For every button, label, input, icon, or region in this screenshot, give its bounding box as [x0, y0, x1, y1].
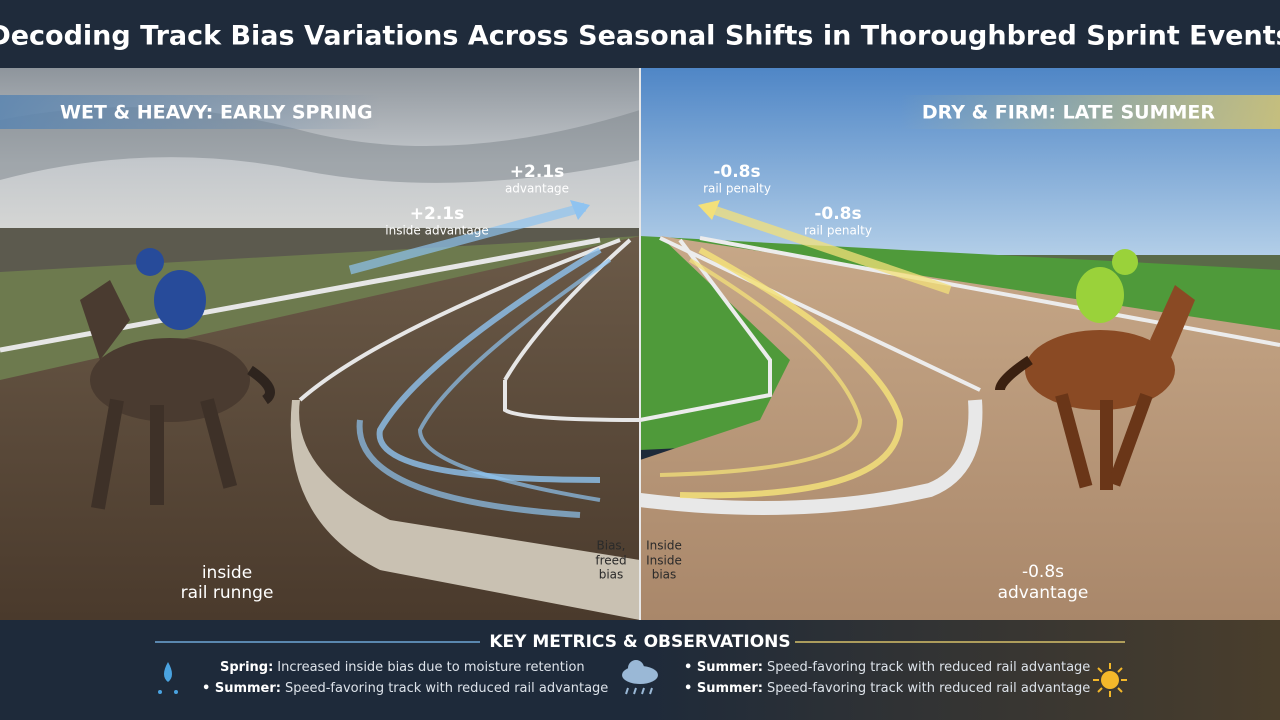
footer-note: Spring: Increased inside bias due to mois…	[220, 660, 585, 675]
rail-wall	[639, 399, 983, 515]
page-title: Decoding Track Bias Variations Across Se…	[0, 21, 1280, 52]
summer-scene	[639, 68, 1280, 620]
note-caption: Inside	[646, 554, 682, 568]
note-text: Speed-favoring track with reduced rail a…	[767, 681, 1090, 696]
footer-note: • Summer: Speed-favoring track with reduc…	[202, 681, 608, 696]
arrow	[703, 202, 952, 295]
label-banner	[0, 95, 380, 129]
cloud-icon	[622, 660, 658, 695]
note-caption: Inside	[646, 539, 682, 553]
note-term: • Summer:	[684, 660, 763, 675]
note-caption: Bias,	[597, 539, 626, 553]
note-text: Speed-favoring track with reduced rail a…	[767, 660, 1090, 675]
panel-label: DRY & FIRM: LATE SUMMER	[922, 102, 1216, 124]
note-caption: rail penalty	[703, 182, 771, 196]
drop-icon	[174, 690, 178, 694]
arrow-head	[698, 200, 720, 220]
inner-rail	[639, 238, 772, 422]
note-term: • Summer:	[202, 681, 281, 696]
note-caption: inside advantage	[385, 224, 488, 238]
note-term: • Summer:	[684, 681, 763, 696]
note-caption: freed	[595, 554, 626, 568]
arrow	[659, 258, 863, 477]
arrow	[679, 247, 904, 499]
note-caption: rail runnge	[181, 583, 274, 603]
spring-scene	[0, 68, 641, 620]
horse	[80, 248, 275, 510]
note-term: Spring:	[220, 660, 273, 675]
arrow	[356, 419, 581, 518]
note-caption: advantage	[998, 583, 1089, 603]
arrow	[348, 202, 587, 275]
footer	[0, 620, 640, 720]
title-bar	[0, 0, 1280, 68]
note-caption: advantage	[505, 182, 569, 196]
arrow	[376, 247, 602, 483]
arrow-head	[570, 200, 590, 220]
annotations: +2.1s advantage +2.1s inside advantage i…	[181, 162, 1089, 603]
footer-title: KEY METRICS & OBSERVATIONS	[489, 632, 790, 652]
note-value: -0.8s	[713, 162, 760, 182]
label-banner	[900, 95, 1280, 129]
note-value: -0.8s	[1022, 562, 1064, 582]
arrow	[417, 258, 612, 502]
drop-icon	[158, 690, 162, 694]
footer	[640, 620, 1280, 720]
rail-wall	[290, 400, 640, 620]
note-value: +2.1s	[410, 204, 464, 224]
sun-icon	[1093, 663, 1127, 697]
inner-rail	[298, 238, 621, 402]
panel-label: WET & HEAVY: EARLY SPRING	[60, 102, 373, 124]
note-caption: bias	[599, 568, 624, 582]
horse	[995, 249, 1195, 490]
inner-rail	[659, 236, 981, 392]
drop-icon	[164, 662, 172, 682]
note-caption: rail penalty	[804, 224, 872, 238]
inner-rail	[503, 238, 641, 422]
note-text: Increased inside bias due to moisture re…	[277, 660, 584, 675]
note-caption: bias	[652, 568, 677, 582]
footer-note: • Summer: Speed-favoring track with reduc…	[684, 660, 1090, 675]
note-value: -0.8s	[814, 204, 861, 224]
footer-note: • Summer: Speed-favoring track with reduc…	[684, 681, 1090, 696]
footer-notes: Spring: Increased inside bias due to mois…	[202, 660, 1090, 696]
note-value: +2.1s	[510, 162, 564, 182]
note-caption: inside	[202, 563, 252, 583]
note-text: Speed-favoring track with reduced rail a…	[285, 681, 608, 696]
